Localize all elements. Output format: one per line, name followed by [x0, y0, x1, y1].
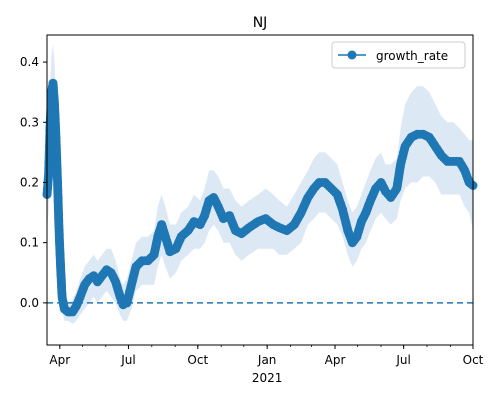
y-tick-label: 0.0 — [20, 296, 39, 310]
x-tick-label: Apr — [49, 353, 70, 367]
plot-frame — [46, 34, 474, 346]
x-tick-label: Jul — [395, 353, 410, 367]
y-tick-label: 0.2 — [20, 175, 39, 189]
x-tick-label: Jul — [120, 353, 135, 367]
chart-title: NJ — [253, 15, 268, 31]
x-year-label: 2021 — [252, 371, 283, 385]
y-tick-label: 0.3 — [20, 115, 39, 129]
axes-layer: 0.0 0.1 0.2 0.3 0.4 Apr Jul Oct Jan Apr Jul Oct 2021 — [20, 34, 484, 385]
legend: growth_rate — [331, 41, 466, 69]
x-tick-label: Oct — [463, 353, 484, 367]
legend-marker — [347, 50, 357, 60]
y-tick-label: 0.1 — [20, 236, 39, 250]
y-tick-label: 0.4 — [20, 55, 39, 69]
legend-box — [331, 41, 466, 69]
series-marker-layer — [42, 78, 478, 317]
x-tick-label: Apr — [325, 353, 346, 367]
legend-label: growth_rate — [376, 49, 448, 63]
x-tick-label: Jan — [257, 353, 277, 367]
x-tick-label: Oct — [187, 353, 208, 367]
